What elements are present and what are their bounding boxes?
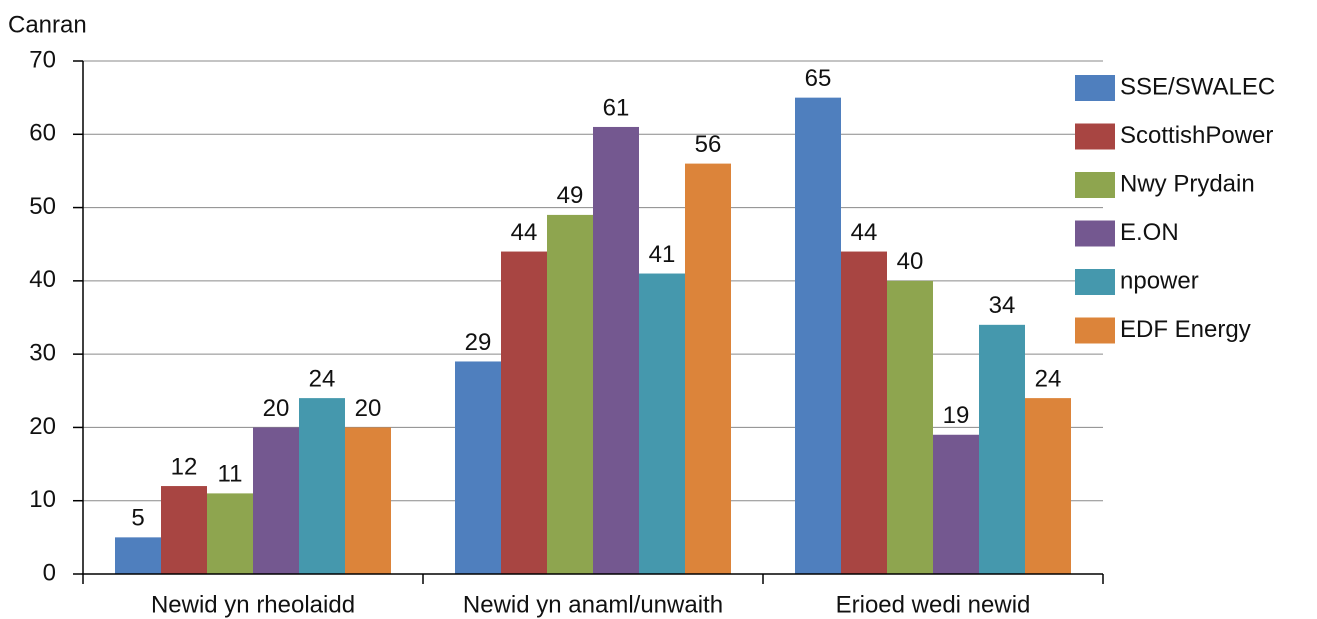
data-label: 49 (557, 182, 584, 209)
legend-label: EDF Energy (1120, 316, 1251, 343)
data-label: 44 (511, 219, 538, 246)
bar (501, 251, 547, 575)
data-label: 20 (263, 395, 290, 422)
bar (795, 97, 841, 575)
bar (299, 398, 345, 574)
x-tick-label: Newid yn anaml/unwaith (463, 591, 723, 618)
bar (593, 126, 639, 574)
legend-label: SSE/SWALEC (1120, 73, 1275, 100)
data-label: 5 (131, 505, 144, 532)
bar (547, 214, 593, 574)
y-tick-label: 50 (29, 193, 56, 220)
legend-swatch (1075, 269, 1115, 295)
legend-swatch (1075, 123, 1115, 150)
x-tick-label: Erioed wedi newid (836, 591, 1031, 618)
data-label: 40 (897, 248, 924, 275)
data-label: 61 (603, 94, 630, 121)
y-tick-label: 20 (29, 413, 56, 440)
bar (887, 280, 933, 574)
legend-swatch (1075, 317, 1115, 344)
data-label: 20 (355, 395, 382, 422)
bar (841, 251, 887, 575)
data-label: 29 (465, 329, 492, 356)
legend-swatch (1075, 220, 1115, 247)
bar (979, 324, 1025, 574)
bar (115, 537, 161, 574)
data-label: 11 (218, 461, 243, 488)
legend-label: E.ON (1120, 219, 1179, 246)
data-label: 41 (649, 241, 676, 268)
data-label: 12 (171, 453, 198, 480)
bar (1025, 398, 1071, 574)
data-label: 34 (989, 292, 1016, 319)
bar (207, 493, 253, 574)
x-tick-label: Newid yn rheolaidd (151, 591, 355, 618)
y-tick-label: 10 (29, 486, 56, 513)
y-tick-label: 30 (29, 339, 56, 366)
data-label: 19 (943, 402, 970, 429)
legend-label: npower (1120, 267, 1199, 294)
bar (161, 486, 207, 574)
y-tick-label: 60 (29, 120, 56, 147)
bar (933, 434, 979, 574)
legend-label: Nwy Prydain (1120, 170, 1255, 197)
bar (345, 427, 391, 574)
bar (685, 163, 731, 574)
legend-swatch (1075, 172, 1115, 198)
y-tick-label: 0 (43, 559, 56, 586)
bar (455, 361, 501, 574)
y-tick-label: 70 (29, 46, 56, 73)
data-label: 24 (309, 365, 336, 392)
legend-swatch (1075, 75, 1115, 101)
data-label: 44 (851, 219, 878, 246)
y-axis-label: Canran (8, 11, 87, 38)
bar (639, 273, 685, 574)
data-label: 56 (695, 131, 722, 158)
bar (253, 427, 299, 574)
legend-label: ScottishPower (1120, 122, 1273, 149)
data-label: 65 (805, 65, 832, 92)
data-label: 24 (1035, 365, 1062, 392)
y-tick-label: 40 (29, 266, 56, 293)
